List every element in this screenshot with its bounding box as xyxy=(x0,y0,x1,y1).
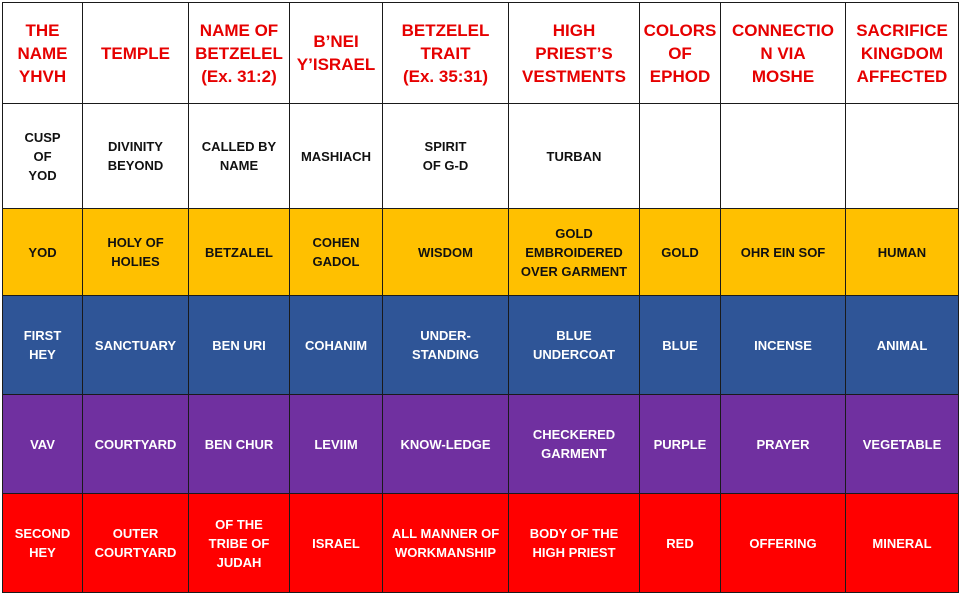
table-cell: OF THE TRIBE OF JUDAH xyxy=(188,493,290,593)
table-cell: KNOW-LEDGE xyxy=(382,394,509,494)
table-cell: BETZALEL xyxy=(188,208,290,296)
table-row: SECOND HEY OUTER COURTYARD OF THE TRIBE … xyxy=(2,493,959,593)
table-cell: BEN URI xyxy=(188,295,290,395)
table-cell: CUSP OF YOD xyxy=(2,103,83,209)
header-high-priests-vestments: HIGH PRIEST’S VESTMENTS xyxy=(508,2,640,104)
table-cell: BEN CHUR xyxy=(188,394,290,494)
table-cell: CHECKERED GARMENT xyxy=(508,394,640,494)
table-cell: INCENSE xyxy=(720,295,846,395)
table-cell: CALLED BY NAME xyxy=(188,103,290,209)
table-row: CUSP OF YOD DIVINITY BEYOND CALLED BY NA… xyxy=(2,103,959,209)
table-row: FIRST HEY SANCTUARY BEN URI COHANIM UNDE… xyxy=(2,295,959,395)
header-bnei-yisrael: B’NEI Y’ISRAEL xyxy=(289,2,383,104)
table-cell: ALL MANNER OF WORKMANSHIP xyxy=(382,493,509,593)
table-cell: PRAYER xyxy=(720,394,846,494)
header-colors-of-ephod: COLORS OF EPHOD xyxy=(639,2,721,104)
table-cell: WISDOM xyxy=(382,208,509,296)
table-cell: COURTYARD xyxy=(82,394,189,494)
table-cell: OFFERING xyxy=(720,493,846,593)
header-the-name-yhvh: THE NAME YHVH xyxy=(2,2,83,104)
header-temple: TEMPLE xyxy=(82,2,189,104)
header-sacrifice-kingdom-affected: SACRIFICE KINGDOM AFFECTED xyxy=(845,2,959,104)
table-cell: VEGETABLE xyxy=(845,394,959,494)
table-cell: GOLD xyxy=(639,208,721,296)
table-cell xyxy=(639,103,721,209)
table-cell: BODY OF THE HIGH PRIEST xyxy=(508,493,640,593)
table-cell: DIVINITY BEYOND xyxy=(82,103,189,209)
table-cell: LEVIIM xyxy=(289,394,383,494)
table-cell: MASHIACH xyxy=(289,103,383,209)
table-cell: BLUE xyxy=(639,295,721,395)
header-connection-via-moshe: CONNECTIO N VIA MOSHE xyxy=(720,2,846,104)
table-cell: UNDER- STANDING xyxy=(382,295,509,395)
table-row: YOD HOLY OF HOLIES BETZALEL COHEN GADOL … xyxy=(2,208,959,296)
table-cell: TURBAN xyxy=(508,103,640,209)
header-betzelel-trait: BETZELEL TRAIT (Ex. 35:31) xyxy=(382,2,509,104)
header-name-of-betzelel: NAME OF BETZELEL (Ex. 31:2) xyxy=(188,2,290,104)
table-cell: FIRST HEY xyxy=(2,295,83,395)
header-row: THE NAME YHVH TEMPLE NAME OF BETZELEL (E… xyxy=(2,2,959,104)
table-cell: RED xyxy=(639,493,721,593)
table-cell: VAV xyxy=(2,394,83,494)
table-cell: BLUE UNDERCOAT xyxy=(508,295,640,395)
table-cell: OHR EIN SOF xyxy=(720,208,846,296)
table-cell: ANIMAL xyxy=(845,295,959,395)
table-cell: HUMAN xyxy=(845,208,959,296)
table-cell: PURPLE xyxy=(639,394,721,494)
table-cell: ISRAEL xyxy=(289,493,383,593)
table-cell: GOLD EMBROIDERED OVER GARMENT xyxy=(508,208,640,296)
table-cell xyxy=(720,103,846,209)
table-row: VAV COURTYARD BEN CHUR LEVIIM KNOW-LEDGE… xyxy=(2,394,959,494)
table-cell: COHANIM xyxy=(289,295,383,395)
table-cell: SPIRIT OF G-D xyxy=(382,103,509,209)
table-cell xyxy=(845,103,959,209)
table-cell: MINERAL xyxy=(845,493,959,593)
table-cell: OUTER COURTYARD xyxy=(82,493,189,593)
table-cell: COHEN GADOL xyxy=(289,208,383,296)
table-cell: HOLY OF HOLIES xyxy=(82,208,189,296)
correspondence-table: THE NAME YHVH TEMPLE NAME OF BETZELEL (E… xyxy=(2,2,959,593)
table-cell: SECOND HEY xyxy=(2,493,83,593)
table-cell: SANCTUARY xyxy=(82,295,189,395)
table-cell: YOD xyxy=(2,208,83,296)
